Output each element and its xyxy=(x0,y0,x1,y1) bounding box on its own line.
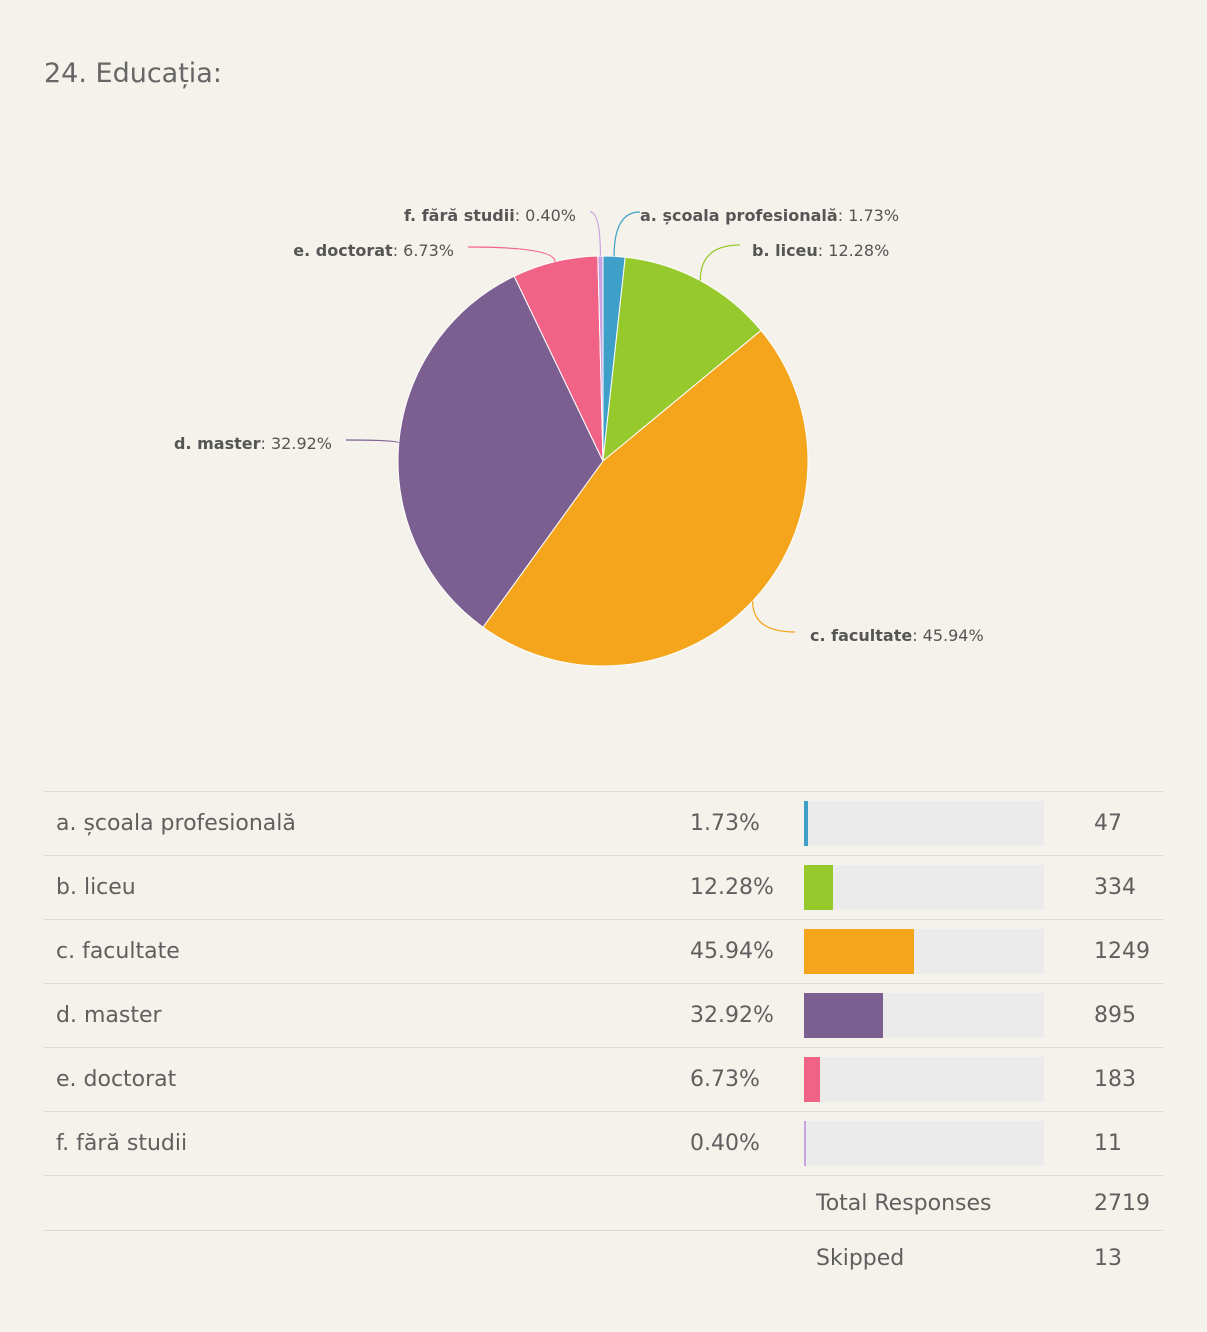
pie-label: d. master: 32.92% xyxy=(174,434,332,453)
pie-connector xyxy=(589,211,601,257)
answer-label: d. master xyxy=(44,983,690,1048)
bar-track xyxy=(804,865,1044,910)
pie-connector xyxy=(752,601,796,633)
bar-fill xyxy=(804,1121,806,1166)
answer-label: e. doctorat xyxy=(44,1047,690,1112)
answer-label: c. facultate xyxy=(44,919,690,984)
results-table: a. școala profesională 1.73% 47 b. liceu… xyxy=(44,791,1163,1285)
answer-count: 334 xyxy=(1068,855,1163,920)
pie-slice xyxy=(597,255,604,462)
answer-percent: 1.73% xyxy=(690,791,804,856)
bar-fill xyxy=(804,1057,820,1102)
answer-bar xyxy=(804,1111,1068,1176)
table-row: f. fără studii 0.40% 11 xyxy=(44,1111,1163,1176)
pie-label: a. școala profesională: 1.73% xyxy=(640,206,899,225)
answer-bar xyxy=(804,791,1068,856)
total-label: Total Responses xyxy=(804,1175,1068,1231)
answer-percent: 6.73% xyxy=(690,1047,804,1112)
bar-fill xyxy=(804,865,833,910)
answer-bar xyxy=(804,1047,1068,1112)
table-row: c. facultate 45.94% 1249 xyxy=(44,919,1163,984)
bar-track xyxy=(804,801,1044,846)
answer-count: 183 xyxy=(1068,1047,1163,1112)
total-row: Total Responses 2719 xyxy=(44,1175,1163,1231)
table-row: d. master 32.92% 895 xyxy=(44,983,1163,1048)
bar-track xyxy=(804,1057,1044,1102)
answer-bar xyxy=(804,983,1068,1048)
answer-percent: 45.94% xyxy=(690,919,804,984)
answer-bar xyxy=(804,919,1068,984)
answer-percent: 32.92% xyxy=(690,983,804,1048)
bar-fill xyxy=(804,801,808,846)
pie-label: c. facultate: 45.94% xyxy=(810,626,984,645)
table-row: e. doctorat 6.73% 183 xyxy=(44,1047,1163,1112)
pie-label: b. liceu: 12.28% xyxy=(752,241,889,260)
bar-fill xyxy=(804,929,914,974)
answer-label: b. liceu xyxy=(44,855,690,920)
table-row: b. liceu 12.28% 334 xyxy=(44,855,1163,920)
answer-count: 47 xyxy=(1068,791,1163,856)
pie-connector xyxy=(345,439,400,444)
bar-track xyxy=(804,929,1044,974)
pie-connector xyxy=(613,211,641,257)
pie-connector xyxy=(699,244,741,281)
answer-percent: 12.28% xyxy=(690,855,804,920)
pie-label: e. doctorat: 6.73% xyxy=(293,241,454,260)
table-row: a. școala profesională 1.73% 47 xyxy=(44,791,1163,856)
total-value: 2719 xyxy=(1068,1175,1163,1231)
question-title: 24. Educația: xyxy=(44,58,222,89)
skipped-value: 13 xyxy=(1068,1230,1163,1285)
skipped-row: Skipped 13 xyxy=(44,1230,1163,1285)
answer-count: 1249 xyxy=(1068,919,1163,984)
bar-fill xyxy=(804,993,883,1038)
answer-label: f. fără studii xyxy=(44,1111,690,1176)
answer-label: a. școala profesională xyxy=(44,791,690,856)
answer-bar xyxy=(804,855,1068,920)
pie-chart: a. școala profesională: 1.73% b. liceu: 1… xyxy=(174,206,984,667)
bar-track xyxy=(804,1121,1044,1166)
skipped-label: Skipped xyxy=(804,1230,1068,1285)
answer-count: 895 xyxy=(1068,983,1163,1048)
answer-percent: 0.40% xyxy=(690,1111,804,1176)
bar-track xyxy=(804,993,1044,1038)
pie-connector xyxy=(467,246,556,262)
pie-label: f. fără studii: 0.40% xyxy=(404,206,576,225)
answer-count: 11 xyxy=(1068,1111,1163,1176)
